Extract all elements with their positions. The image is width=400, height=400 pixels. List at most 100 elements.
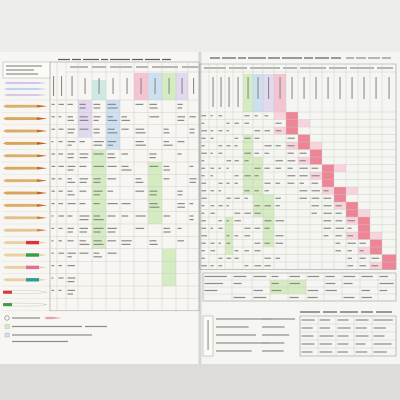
text-mark: [70, 66, 88, 68]
text-mark: [337, 351, 348, 353]
text-mark: [264, 167, 270, 169]
text-mark: [93, 128, 100, 130]
vertical-text-mark: [268, 77, 270, 99]
text-mark: [373, 319, 393, 321]
text-mark: [301, 327, 313, 329]
float-stick: [2, 302, 48, 307]
left-table-frame: [49, 61, 200, 312]
table-cell-highlight: [162, 261, 176, 274]
text-mark: [323, 227, 332, 229]
text-mark: [201, 265, 207, 267]
text-mark: [335, 250, 341, 252]
table-cell-highlight: [310, 142, 322, 150]
text-mark: [51, 103, 55, 105]
text-mark: [135, 103, 144, 105]
text-mark: [135, 215, 146, 217]
text-mark: [289, 296, 299, 299]
text-mark: [149, 206, 160, 208]
text-mark: [58, 128, 64, 130]
text-mark: [218, 167, 221, 169]
text-mark: [275, 220, 285, 222]
header-float: [4, 81, 47, 85]
text-mark: [244, 160, 249, 162]
text-mark: [79, 227, 88, 229]
text-mark: [204, 275, 227, 278]
text-mark: [264, 265, 271, 267]
header-float: [4, 87, 47, 91]
vertical-text-mark: [339, 77, 341, 99]
table-cell-highlight: [148, 211, 162, 224]
text-mark: [93, 119, 99, 121]
text-mark: [107, 227, 117, 229]
text-mark: [287, 160, 296, 162]
text-mark: [67, 281, 75, 283]
text-mark: [79, 240, 86, 242]
text-mark: [234, 160, 239, 162]
text-mark: [163, 169, 171, 171]
text-mark: [152, 66, 178, 68]
text-mark: [218, 257, 223, 259]
float-body: [3, 166, 47, 170]
text-mark: [325, 289, 337, 292]
text-mark: [177, 206, 185, 208]
float-body: [3, 117, 47, 121]
text-mark: [359, 257, 366, 259]
table-cell-highlight: [106, 137, 120, 150]
text-mark: [307, 296, 318, 299]
text-mark: [299, 160, 306, 162]
text-mark: [234, 175, 239, 177]
text-mark: [323, 190, 329, 192]
text-mark: [311, 197, 320, 199]
text-mark: [346, 57, 354, 59]
float-tip: [37, 179, 47, 182]
text-mark: [58, 215, 65, 217]
float-stick: [2, 290, 48, 294]
text-mark: [177, 107, 183, 109]
text-mark: [107, 107, 118, 109]
text-mark: [210, 175, 214, 177]
text-mark: [93, 144, 103, 146]
float-body: [3, 104, 47, 108]
text-mark: [149, 240, 157, 242]
text-mark: [201, 145, 205, 147]
float-head: [26, 278, 39, 282]
text-mark: [347, 227, 352, 229]
text-mark: [72, 58, 81, 61]
float-base: [3, 303, 12, 307]
text-mark: [107, 144, 114, 146]
text-mark: [216, 342, 270, 344]
table-cell-highlight: [334, 194, 346, 202]
text-mark: [244, 122, 250, 124]
text-mark: [275, 160, 283, 162]
text-mark: [218, 152, 223, 154]
text-mark: [135, 181, 144, 183]
text-mark: [264, 130, 271, 132]
table-cell-highlight: [263, 232, 274, 240]
text-mark: [163, 128, 169, 130]
text-mark: [379, 282, 394, 285]
text-mark: [343, 282, 353, 285]
text-mark: [218, 220, 222, 222]
table-cell-highlight: [322, 172, 334, 180]
text-mark: [300, 311, 320, 313]
text-mark: [93, 190, 103, 192]
text-mark: [67, 265, 76, 267]
text-mark: [93, 153, 104, 155]
text-mark: [135, 132, 146, 134]
table-cell-highlight: [382, 254, 396, 262]
text-mark: [299, 197, 307, 199]
text-mark: [67, 181, 76, 183]
text-mark: [67, 103, 73, 105]
legend-circle-icon: [4, 315, 10, 321]
text-mark: [93, 181, 101, 183]
text-mark: [371, 265, 379, 267]
text-mark: [149, 157, 156, 159]
text-mark: [287, 137, 295, 139]
text-mark: [377, 67, 393, 69]
text-mark: [244, 115, 250, 117]
text-mark: [301, 351, 313, 353]
table-cell-highlight: [370, 247, 382, 255]
vertical-text-mark: [388, 77, 390, 99]
table-cell-highlight: [148, 186, 162, 200]
vertical-text-mark: [279, 77, 281, 99]
